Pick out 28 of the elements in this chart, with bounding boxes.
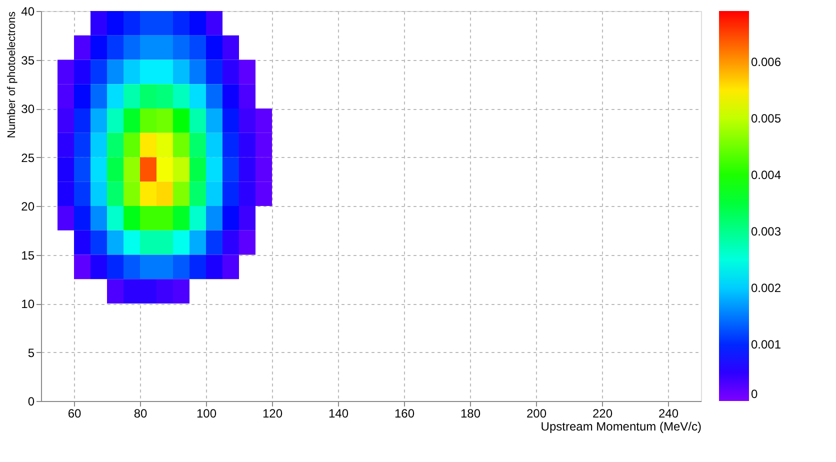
y-axis-title: Number of photoelectrons	[6, 11, 18, 138]
color-bar-label: 0.005	[751, 111, 782, 126]
x-tick-label: 60	[68, 406, 82, 420]
y-tick-label: 15	[21, 248, 35, 262]
y-tick-label: 35	[21, 53, 35, 68]
color-bar-label: 0.001	[751, 337, 782, 352]
y-tick-label: 25	[21, 150, 35, 165]
color-bar-label: 0	[751, 387, 758, 401]
y-tick-label: 20	[21, 200, 35, 214]
x-tick-label: 100	[196, 406, 217, 420]
y-tick-label: 30	[21, 102, 35, 116]
y-tick-label: 5	[28, 346, 35, 360]
x-axis-title: Upstream Momentum (MeV/c)	[540, 420, 702, 434]
x-tick-label: 200	[526, 406, 547, 420]
y-tick-label: 0	[28, 394, 35, 408]
color-bar-label: 0.004	[751, 168, 782, 182]
color-bar-label: 0.003	[751, 224, 782, 238]
y-tick-label: 40	[21, 4, 35, 18]
x-tick-label: 240	[658, 406, 679, 420]
y-tick-label: 10	[21, 297, 35, 311]
color-bar-label: 0.006	[751, 54, 782, 69]
x-tick-label: 80	[134, 406, 148, 420]
x-tick-label: 140	[328, 406, 349, 420]
x-tick-label: 120	[262, 406, 283, 420]
color-bar-label: 0.002	[751, 280, 782, 295]
x-tick-label: 180	[460, 406, 481, 420]
x-tick-label: 220	[592, 406, 613, 420]
x-tick-label: 160	[394, 406, 415, 420]
